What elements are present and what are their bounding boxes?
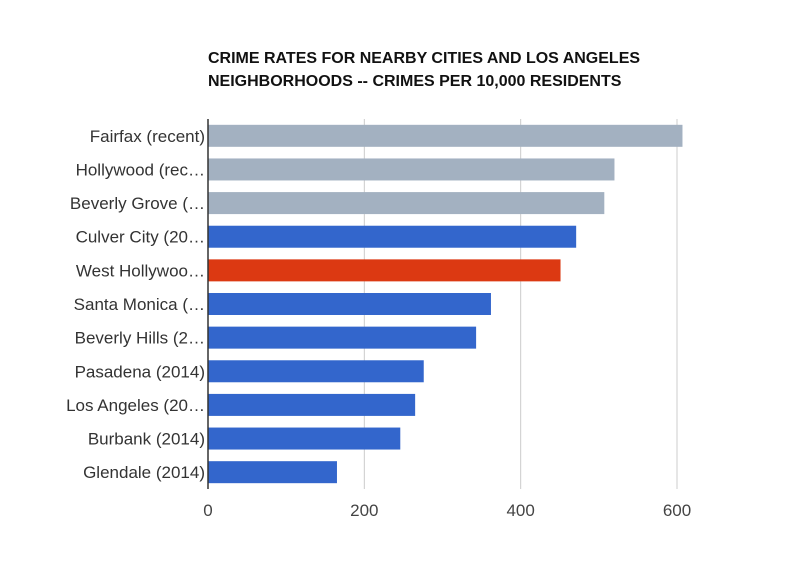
chart-title-line-1: CRIME RATES FOR NEARBY CITIES AND LOS AN… <box>208 50 641 67</box>
category-label-3: Culver City (20… <box>76 228 205 247</box>
category-label-2: Beverly Grove (… <box>70 194 205 213</box>
chart-title: CRIME RATES FOR NEARBY CITIES AND LOS AN… <box>208 47 768 93</box>
category-label-1: Hollywood (rec… <box>76 160 205 179</box>
x-tick-label-600: 600 <box>663 501 691 520</box>
bar-3 <box>208 225 577 248</box>
chart-title-line-2: NEIGHBORHOODS -- CRIMES PER 10,000 RESID… <box>208 73 622 90</box>
bar-4 <box>208 259 561 282</box>
category-label-9: Burbank (2014) <box>88 430 205 449</box>
category-label-4: West Hollywoo… <box>76 261 205 280</box>
category-label-10: Glendale (2014) <box>83 463 205 482</box>
category-label-8: Los Angeles (20… <box>66 396 205 415</box>
category-label-6: Beverly Hills (2… <box>75 329 205 348</box>
category-label-7: Pasadena (2014) <box>75 362 205 381</box>
category-label-0: Fairfax (recent) <box>90 127 205 146</box>
bar-6 <box>208 326 477 349</box>
bar-2 <box>208 192 605 215</box>
bar-5 <box>208 293 491 315</box>
bar-10 <box>208 461 337 484</box>
x-tick-label-200: 200 <box>350 501 378 520</box>
bar-8 <box>208 393 416 416</box>
category-label-5: Santa Monica (… <box>74 295 205 314</box>
bar-0 <box>208 124 683 147</box>
bars <box>208 124 683 484</box>
x-tick-label-0: 0 <box>203 501 212 520</box>
x-tick-label-400: 400 <box>506 501 534 520</box>
bar-7 <box>208 360 424 383</box>
bar-1 <box>208 158 615 181</box>
bar-9 <box>208 427 401 450</box>
x-axis-tick-labels: 0 200 400 600 <box>203 501 691 520</box>
category-labels: Fairfax (recent) Hollywood (rec… Beverly G… <box>66 127 205 482</box>
